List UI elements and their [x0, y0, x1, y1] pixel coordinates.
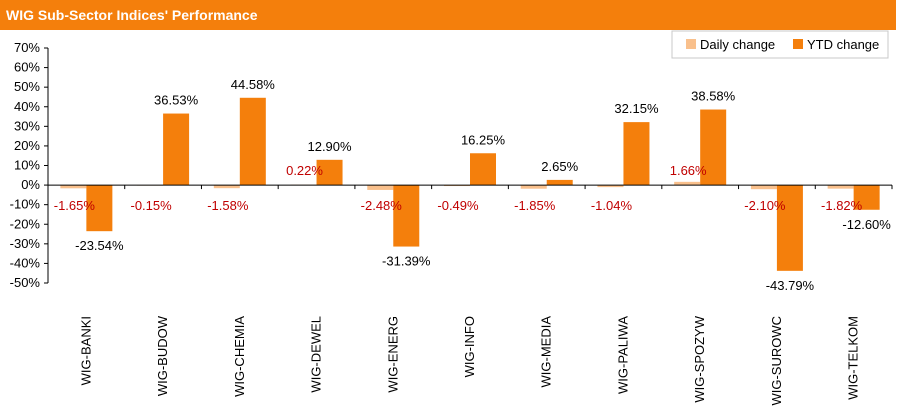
x-axis: WIG-BANKI WIG-BUDOW WIG-CHEMIA WIG-DEWEL WIG… — [48, 184, 893, 406]
bar-daily-change — [750, 185, 777, 190]
bar-ytd-change — [163, 113, 190, 186]
daily-change-label: -1.82% — [821, 198, 863, 213]
bar-ytd-change — [239, 97, 266, 186]
bar-ytd-change — [470, 153, 496, 186]
x-category-label: WIG-BUDOW — [155, 315, 170, 396]
bar-ytd-change — [86, 185, 113, 232]
ytd-change-label: -23.54% — [75, 238, 124, 253]
daily-change-label: -2.48% — [361, 198, 403, 213]
daily-change-label: 0.22% — [286, 163, 323, 178]
legend-label-daily: Daily change — [700, 37, 775, 52]
legend-swatch-daily — [686, 39, 696, 49]
ytd-change-label: 12.90% — [307, 139, 352, 154]
daily-change-label: -1.04% — [591, 198, 633, 213]
y-tick-label: 70% — [14, 40, 40, 55]
x-category-label: WIG-DEWEL — [309, 316, 324, 393]
data-labels: -1.65% -23.54% -0.15% 36.53% -1.58% 44.58% 0.2… — [54, 77, 892, 293]
bars — [60, 97, 880, 271]
bar-ytd-change — [546, 179, 573, 186]
ytd-change-label: 36.53% — [154, 93, 199, 108]
y-tick-label: -30% — [10, 236, 41, 251]
daily-change-label: -2.10% — [744, 198, 786, 213]
bar-daily-change — [827, 185, 854, 189]
ytd-change-label: 44.58% — [231, 77, 276, 92]
y-tick-label: 20% — [14, 138, 40, 153]
y-tick-label: -20% — [10, 216, 41, 231]
y-tick-label: 50% — [14, 79, 40, 94]
bar-daily-change — [597, 185, 624, 188]
bar-ytd-change — [316, 159, 343, 186]
bar-ytd-change — [700, 109, 727, 186]
x-category-label: WIG-INFO — [462, 316, 477, 377]
ytd-change-label: -31.39% — [382, 254, 431, 269]
x-category-label: WIG-CHEMIA — [232, 316, 247, 397]
daily-change-label: -0.49% — [437, 198, 479, 213]
bar-daily-change — [367, 185, 394, 190]
y-tick-label: 30% — [14, 118, 40, 133]
bar-ytd-change — [776, 185, 803, 271]
ytd-change-label: 2.65% — [541, 159, 578, 174]
y-tick-label: -10% — [10, 197, 41, 212]
daily-change-label: 1.66% — [670, 163, 707, 178]
daily-change-label: -1.58% — [207, 198, 249, 213]
bar-daily-change — [213, 185, 240, 189]
x-category-label: WIG-PALIWA — [615, 316, 630, 394]
x-category-label: WIG-ENERG — [385, 316, 400, 393]
legend-swatch-ytd — [793, 39, 803, 49]
bar-daily-change — [674, 181, 701, 186]
y-tick-label: 10% — [14, 158, 40, 173]
ytd-change-label: -12.60% — [842, 217, 891, 232]
chart-title-bar: WIG Sub-Sector Indices' Performance — [0, 0, 896, 30]
daily-change-label: -0.15% — [130, 198, 172, 213]
bar-ytd-change — [853, 185, 880, 210]
legend-label-ytd: YTD change — [807, 37, 879, 52]
legend: Daily change YTD change — [671, 30, 889, 59]
ytd-change-label: 16.25% — [461, 132, 506, 147]
daily-change-label: -1.65% — [54, 198, 96, 213]
bar-ytd-change — [623, 122, 650, 186]
y-tick-label: -40% — [10, 255, 41, 270]
y-tick-label: 0% — [21, 177, 40, 192]
bar-ytd-change — [393, 185, 420, 247]
bar-daily-change — [60, 185, 87, 189]
x-category-label: WIG-TELKOM — [846, 316, 861, 400]
y-axis: 70% 60% 50% 40% 30% 20% 10% 0% -10% -20% -30% -40% -… — [10, 40, 49, 290]
chart-title: WIG Sub-Sector Indices' Performance — [6, 7, 258, 23]
ytd-change-label: -43.79% — [766, 278, 815, 293]
x-category-label: WIG-SPOZYW — [692, 315, 707, 402]
x-category-label: WIG-MEDIA — [539, 316, 554, 388]
x-category-label: WIG-SUROWC — [769, 316, 784, 406]
legend-box — [671, 30, 889, 59]
daily-change-label: -1.85% — [514, 198, 556, 213]
y-tick-label: 60% — [14, 60, 40, 75]
ytd-change-label: 38.58% — [691, 89, 736, 104]
x-category-label: WIG-BANKI — [78, 316, 93, 385]
bar-daily-change — [520, 185, 547, 189]
y-tick-label: -50% — [10, 275, 41, 290]
y-tick-label: 40% — [14, 99, 40, 114]
ytd-change-label: 32.15% — [614, 101, 659, 116]
